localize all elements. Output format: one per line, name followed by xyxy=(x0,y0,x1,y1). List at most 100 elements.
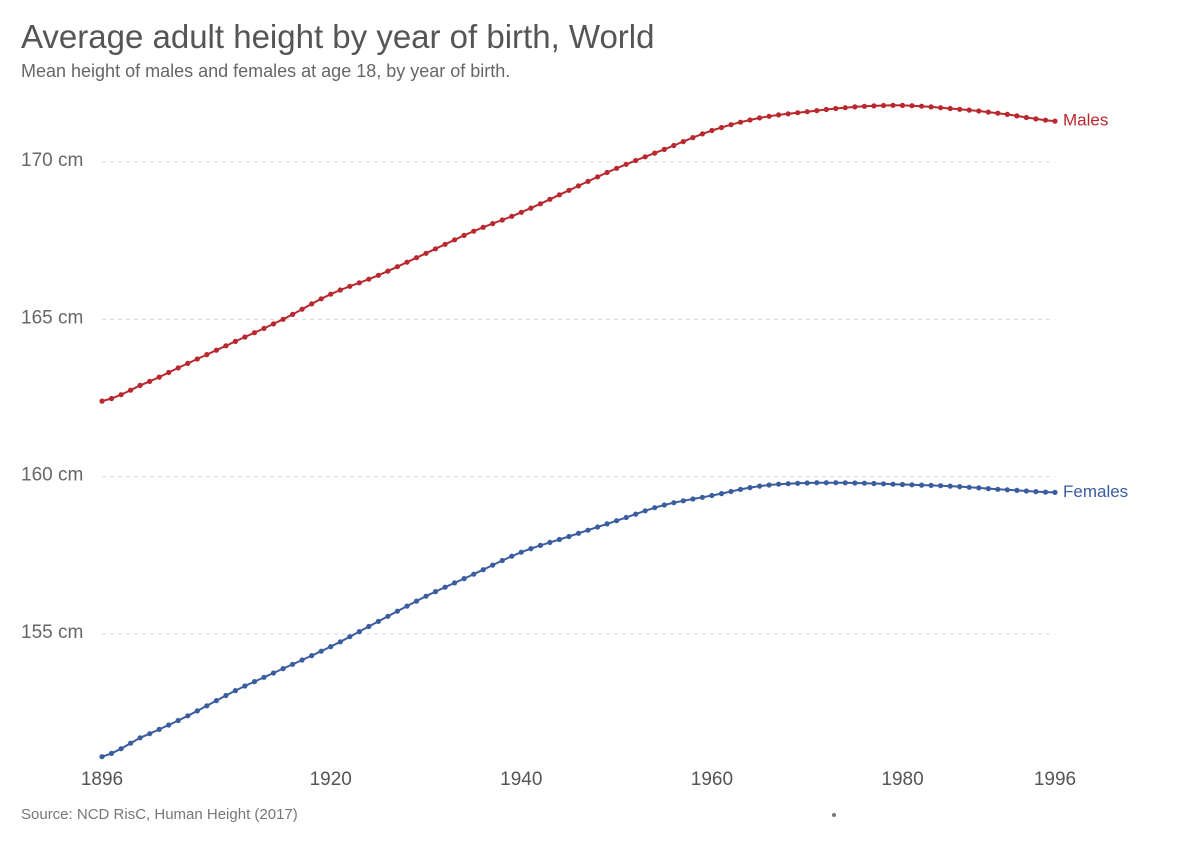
data-point xyxy=(232,338,238,344)
data-point xyxy=(842,480,848,486)
data-point xyxy=(966,484,972,490)
data-point xyxy=(747,485,753,491)
data-point xyxy=(499,557,505,564)
data-point xyxy=(909,103,915,109)
data-point xyxy=(957,484,963,490)
data-point xyxy=(947,105,953,112)
data-point xyxy=(290,311,296,317)
data-point xyxy=(394,264,400,270)
data-point xyxy=(852,480,858,486)
data-point xyxy=(1033,489,1039,495)
data-point xyxy=(614,518,620,524)
data-point xyxy=(880,481,887,487)
data-point xyxy=(118,746,124,752)
data-point xyxy=(213,347,219,353)
data-point xyxy=(461,576,467,582)
data-point xyxy=(356,629,362,635)
data-point xyxy=(928,482,934,488)
data-point xyxy=(480,224,486,230)
data-point xyxy=(899,481,906,488)
data-point xyxy=(280,666,286,672)
data-point xyxy=(661,502,667,508)
data-point xyxy=(547,196,553,202)
data-point xyxy=(280,316,286,322)
data-point xyxy=(442,241,448,247)
data-point xyxy=(537,542,544,549)
data-point xyxy=(995,486,1001,492)
data-point xyxy=(347,283,353,289)
data-point xyxy=(928,104,934,110)
data-point xyxy=(585,527,591,533)
data-point xyxy=(337,639,343,645)
data-point xyxy=(833,105,839,112)
dot-icon xyxy=(832,813,836,817)
series-line-females xyxy=(101,481,1056,758)
data-point xyxy=(261,325,267,331)
data-point xyxy=(642,508,648,514)
data-point xyxy=(509,213,515,219)
data-point xyxy=(776,481,782,487)
x-tick-label: 1896 xyxy=(81,769,123,790)
data-point xyxy=(642,154,648,160)
data-point xyxy=(518,209,524,215)
data-point xyxy=(785,481,791,487)
data-point xyxy=(432,246,439,252)
data-point xyxy=(413,598,420,604)
data-point xyxy=(671,142,677,149)
data-point xyxy=(499,217,505,223)
data-point xyxy=(385,268,391,274)
data-point xyxy=(261,674,267,680)
data-point xyxy=(1023,488,1029,494)
data-point xyxy=(309,301,315,307)
data-point xyxy=(242,683,248,689)
data-point xyxy=(804,109,810,115)
data-point xyxy=(423,250,429,256)
data-point xyxy=(385,613,391,619)
data-point xyxy=(366,623,372,630)
data-point xyxy=(585,178,591,184)
data-point xyxy=(556,192,563,198)
data-point xyxy=(394,608,400,614)
data-point xyxy=(423,593,429,599)
x-axis-ticks: 1896 1920 1940 1960 1980 1996 xyxy=(81,769,1076,790)
data-point xyxy=(213,698,219,704)
data-point xyxy=(566,187,572,193)
data-point xyxy=(471,228,477,234)
data-point xyxy=(452,580,458,586)
data-point xyxy=(842,105,848,111)
data-point xyxy=(899,102,906,108)
data-point xyxy=(852,104,858,110)
data-point xyxy=(814,108,820,114)
data-point xyxy=(690,135,696,141)
data-point xyxy=(728,488,734,495)
data-point xyxy=(1042,117,1049,123)
data-point xyxy=(518,549,524,555)
data-point xyxy=(223,343,229,349)
data-point xyxy=(566,533,572,540)
data-point xyxy=(1004,487,1010,493)
data-point xyxy=(661,146,667,152)
data-point xyxy=(728,122,734,128)
data-point xyxy=(680,498,686,504)
x-tick-label: 1980 xyxy=(881,769,923,790)
data-point xyxy=(985,109,991,115)
y-tick-label: 155 cm xyxy=(21,622,83,643)
data-point xyxy=(490,562,496,568)
data-point xyxy=(604,169,610,176)
data-point xyxy=(509,553,515,559)
data-point xyxy=(1004,111,1010,117)
data-point xyxy=(328,644,334,650)
data-point xyxy=(299,306,305,312)
data-point xyxy=(595,174,601,180)
data-point xyxy=(795,110,801,116)
data-point xyxy=(623,514,629,521)
chart-title: Average adult height by year of birth, W… xyxy=(21,18,655,55)
data-point xyxy=(537,201,544,207)
data-point xyxy=(709,127,715,134)
data-point xyxy=(890,102,896,108)
source-note: Source: NCD RisC, Human Height (2017) xyxy=(21,806,298,823)
data-point xyxy=(442,584,448,590)
data-point xyxy=(633,157,639,164)
data-point xyxy=(204,703,210,709)
data-point xyxy=(166,722,172,728)
